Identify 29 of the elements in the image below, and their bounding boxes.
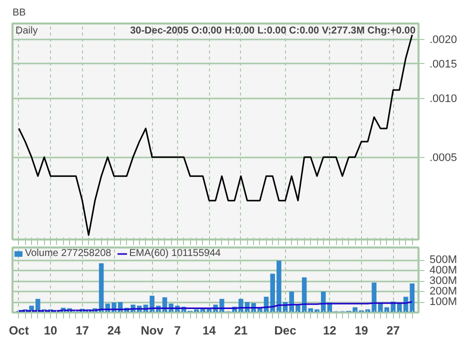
x-tick-label: Dec (274, 324, 297, 338)
x-tick-label: 14 (202, 324, 216, 338)
y-tick-label: .0020 (430, 34, 458, 46)
y-tick-label: 200M (430, 286, 458, 298)
y-tick-label: .0005 (430, 152, 458, 164)
annotation: 30-Dec-2005 O:0.00 H:0.00 L:0.00 C:0.00 V:277.3M Chg:+0.00 (130, 26, 416, 36)
x-tick-label: 17 (76, 324, 90, 338)
x-tick-label: 7 (174, 324, 182, 338)
y-tick-label: .0015 (430, 58, 458, 71)
x-tick-label: 10 (44, 324, 58, 338)
y-tick-label: 300M (430, 275, 458, 288)
line-series (18, 301, 413, 312)
x-tick-label: 19 (354, 324, 368, 338)
y-tick-label: 100M (430, 296, 458, 308)
y-tick-label: 500M (430, 254, 458, 266)
x-tick-label: Oct (8, 324, 29, 338)
line-series (18, 34, 413, 236)
legend-label: Volume 277258208 (25, 248, 112, 259)
x-tick-label: Nov (140, 324, 164, 338)
y-tick-label: 400M (430, 264, 458, 277)
chart-subtitle: BB (12, 8, 26, 18)
x-tick-label: 24 (107, 324, 121, 338)
x-tick-label: 12 (323, 324, 337, 338)
x-tick-label: 27 (386, 324, 400, 338)
legend-label: EMA(60) 101155944 (129, 248, 221, 259)
y-tick-label: .0010 (430, 93, 458, 106)
annotation: Daily (16, 26, 38, 36)
bar (410, 283, 415, 312)
x-tick-label: 21 (234, 324, 248, 338)
